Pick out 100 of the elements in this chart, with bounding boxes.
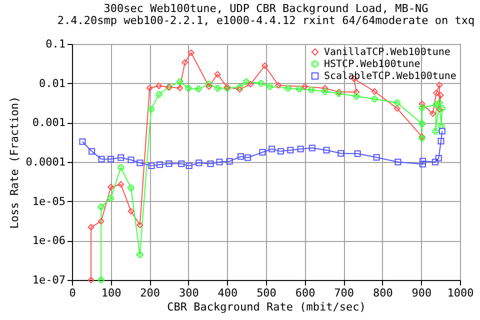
point — [118, 154, 124, 161]
point — [206, 83, 212, 90]
point — [206, 80, 212, 88]
point — [437, 92, 444, 98]
point — [432, 128, 439, 135]
point — [353, 92, 360, 100]
point — [176, 84, 184, 92]
x-tick-label: 400 — [218, 286, 238, 300]
point — [108, 194, 114, 202]
point — [236, 86, 243, 93]
point — [438, 138, 444, 144]
point — [436, 100, 443, 106]
chart-subtitle: 2.4.20smp web100-2.2.1, e1000-4.4.12 rxint 64/64moderate on txq — [57, 14, 475, 27]
point — [238, 153, 244, 160]
point — [433, 90, 440, 96]
point — [322, 85, 328, 92]
x-tick-label: 1000 — [447, 286, 474, 300]
point — [354, 150, 361, 157]
point — [128, 156, 134, 164]
y-tick-label: 1e-05 — [32, 194, 66, 208]
point — [98, 218, 104, 225]
x-tick-label: 0 — [69, 286, 76, 300]
x-tick-label: 600 — [295, 286, 316, 300]
y-tick-label: 0.01 — [39, 76, 66, 90]
x-tick-label: 700 — [334, 286, 354, 300]
x-tick-label: 300 — [178, 286, 199, 300]
point — [435, 154, 442, 162]
point — [433, 101, 440, 108]
point — [118, 181, 124, 188]
point — [394, 100, 400, 106]
point — [338, 150, 344, 157]
point — [88, 224, 94, 230]
x-tick-label: 100 — [101, 286, 122, 300]
point — [156, 82, 162, 90]
point — [88, 276, 94, 284]
point — [128, 184, 134, 192]
point — [371, 96, 378, 102]
point — [196, 160, 202, 166]
point — [308, 144, 316, 152]
point — [166, 160, 172, 167]
point — [136, 251, 144, 258]
point — [418, 120, 426, 127]
point — [418, 104, 426, 111]
point — [108, 156, 114, 162]
point — [88, 148, 96, 155]
point — [262, 62, 268, 69]
y-tick-label: 0.0001 — [26, 156, 66, 168]
point — [420, 158, 426, 164]
point — [296, 86, 303, 92]
point — [436, 106, 443, 112]
point — [244, 154, 251, 161]
point — [373, 154, 380, 161]
x-tick-label: 200 — [140, 286, 160, 300]
point — [195, 86, 202, 92]
point — [156, 161, 163, 168]
point — [371, 88, 378, 95]
point — [118, 164, 124, 171]
point — [436, 82, 443, 88]
point — [108, 184, 114, 190]
point — [186, 162, 192, 170]
point — [308, 86, 315, 94]
point — [148, 162, 155, 170]
point — [176, 78, 184, 85]
point — [128, 208, 134, 214]
point — [258, 80, 264, 87]
point — [247, 80, 254, 88]
point — [430, 110, 436, 117]
point — [182, 59, 188, 66]
legend-label: HSTCP.Web100tune — [324, 59, 420, 70]
point — [432, 158, 438, 166]
point — [136, 222, 144, 228]
point — [275, 82, 282, 89]
point — [214, 71, 221, 78]
y-tick-label: 0.001 — [32, 116, 66, 130]
point — [259, 149, 266, 156]
point — [216, 158, 223, 166]
point — [79, 138, 86, 145]
x-tick-label: 500 — [256, 286, 276, 300]
point — [418, 100, 426, 108]
point — [136, 160, 144, 166]
point — [394, 158, 402, 166]
chart-title: 300sec Web100tune, UDP CBR Background Load, MB-NG — [104, 2, 428, 15]
point — [287, 146, 294, 154]
y-tick-label: 1e-06 — [32, 234, 66, 248]
point — [98, 276, 104, 284]
point — [323, 146, 330, 154]
point — [156, 91, 162, 98]
point — [266, 83, 274, 90]
point — [98, 156, 105, 162]
point — [297, 146, 304, 152]
point — [438, 128, 446, 134]
y-tick-label: 1e-07 — [32, 274, 66, 286]
legend-label: ScalableTCP.Web100tune — [324, 71, 456, 82]
point — [98, 204, 104, 210]
point — [438, 105, 446, 112]
point — [214, 85, 221, 92]
point — [188, 49, 194, 56]
point — [394, 105, 400, 112]
point — [278, 148, 284, 155]
y-tick-label: 0.1 — [46, 38, 66, 50]
